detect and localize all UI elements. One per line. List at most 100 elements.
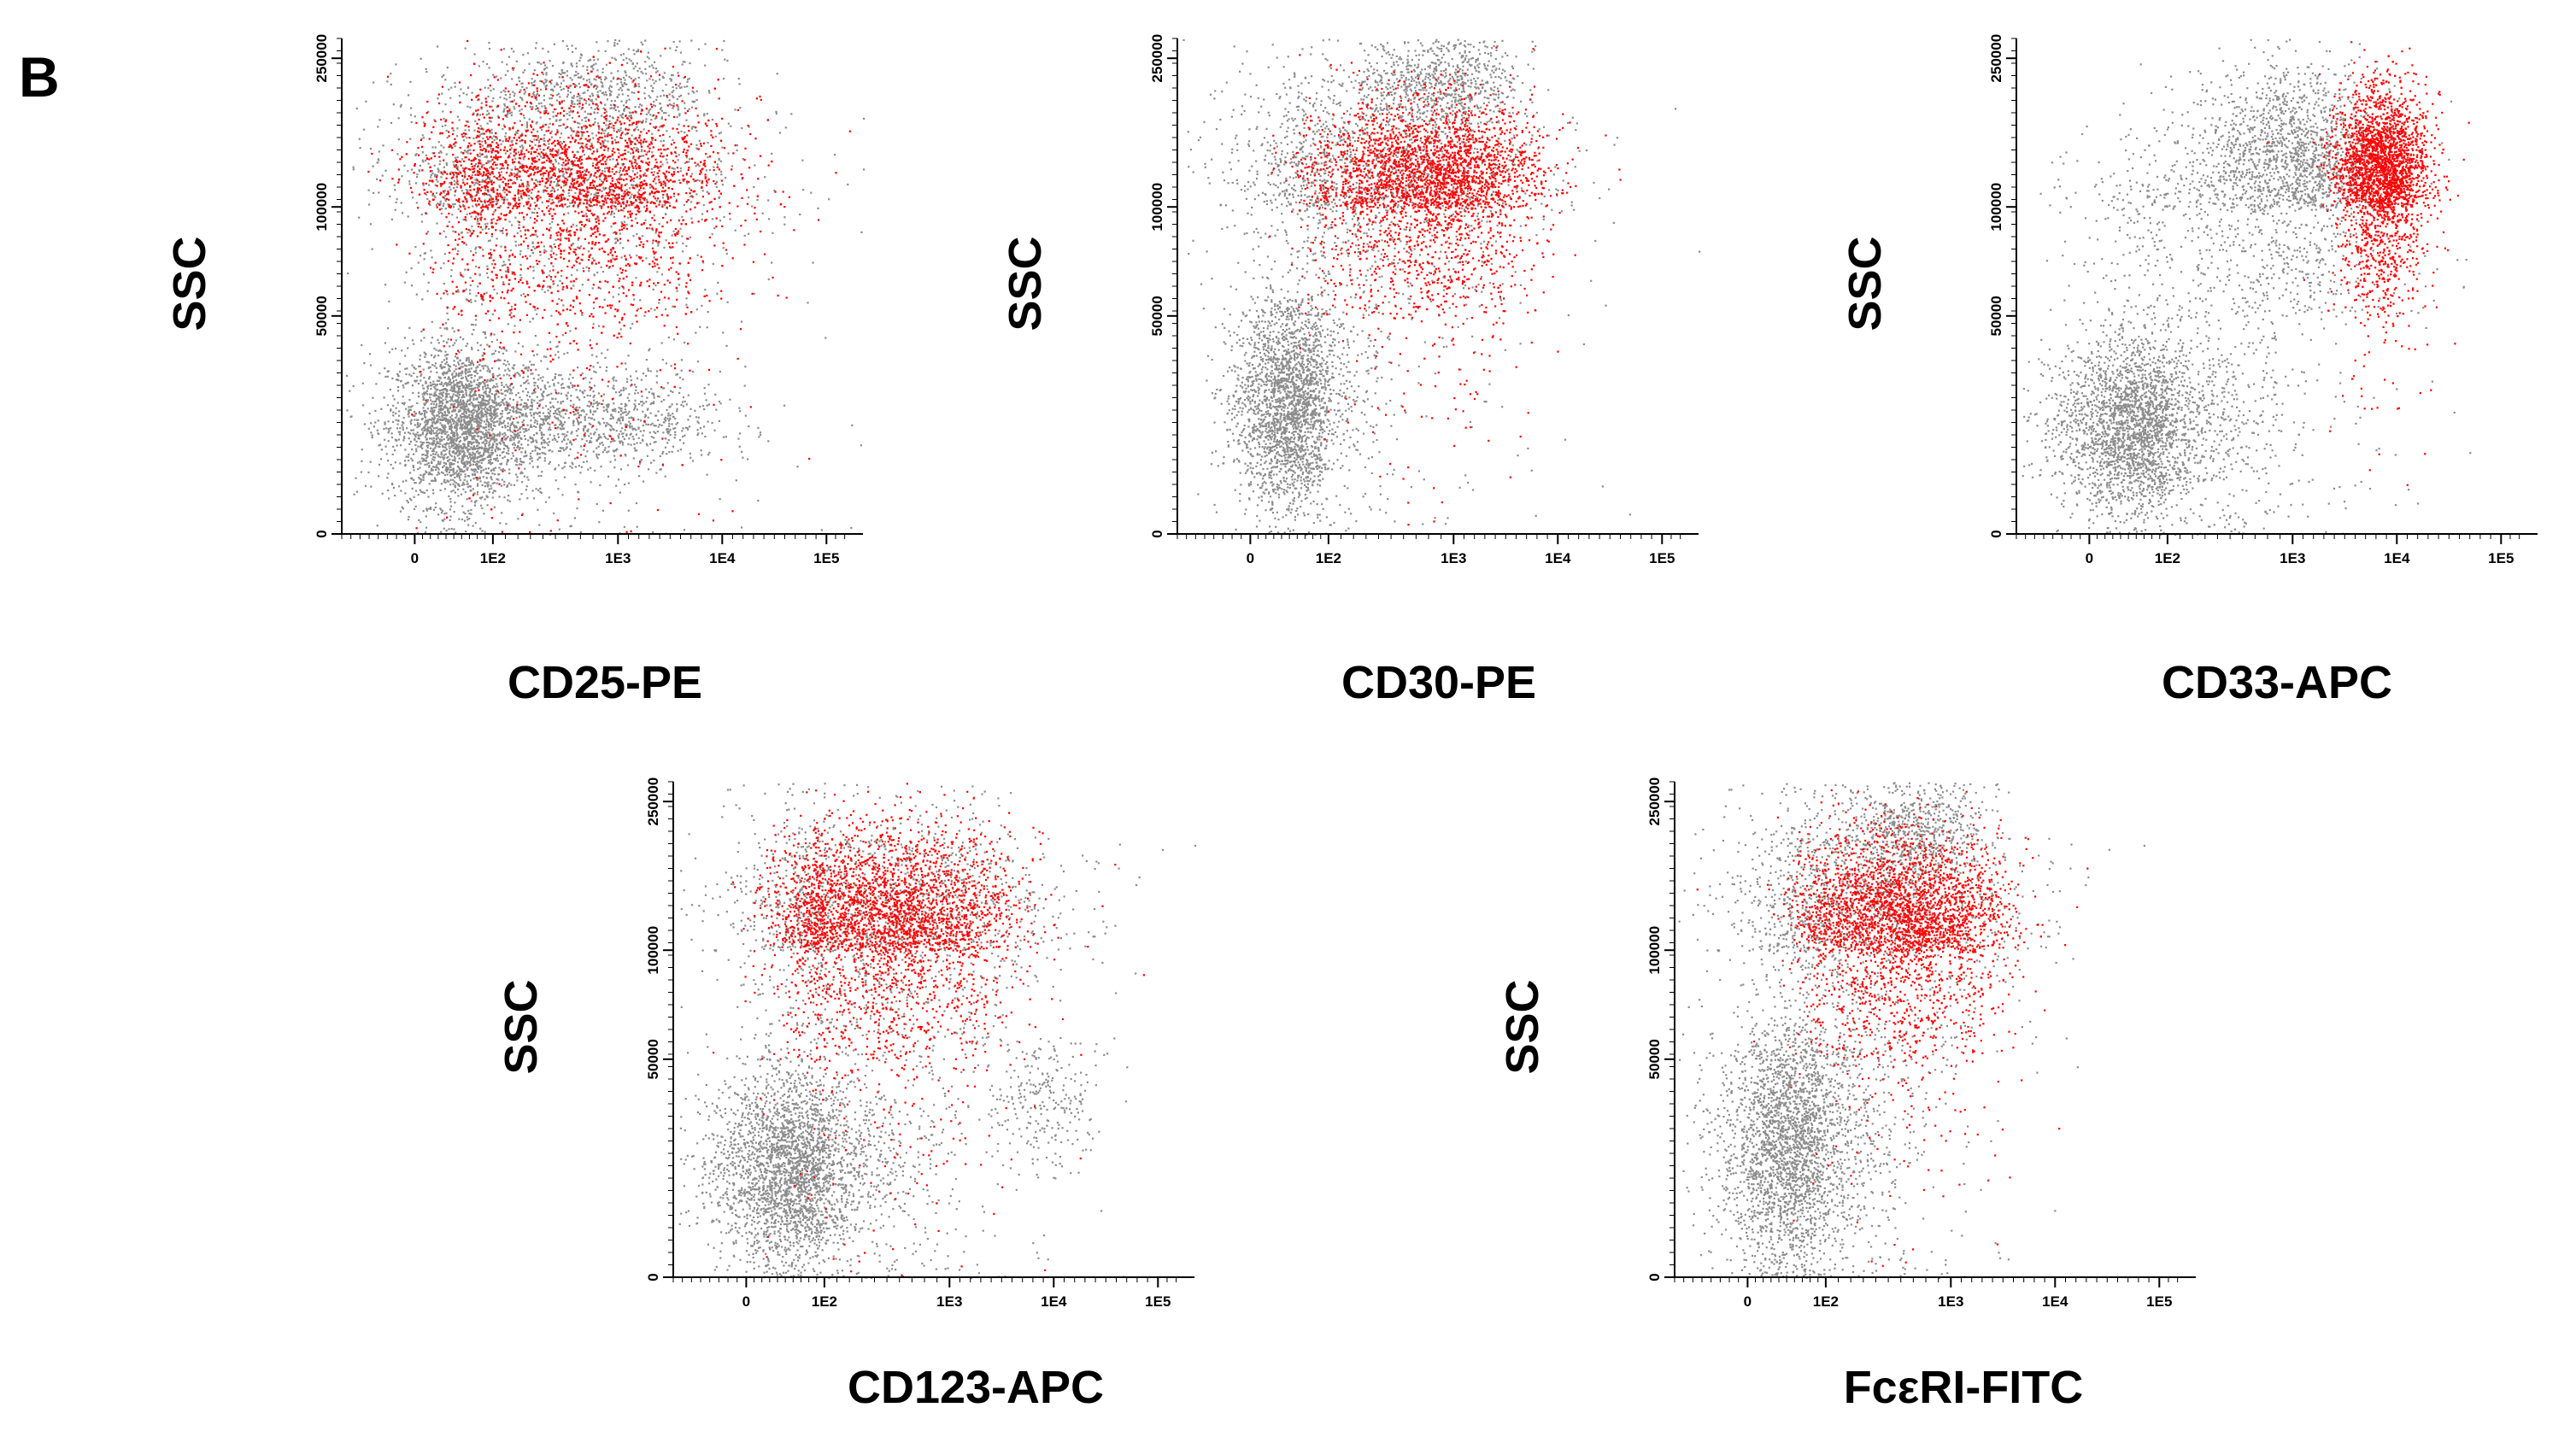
data-point — [652, 531, 654, 534]
data-point — [695, 98, 698, 102]
data-point — [584, 443, 586, 446]
data-point — [431, 320, 433, 323]
data-point — [508, 419, 511, 421]
data-point — [416, 431, 419, 434]
data-point — [525, 413, 527, 415]
data-point — [413, 478, 415, 481]
data-point — [476, 456, 478, 459]
data-point — [481, 507, 484, 509]
data-point — [571, 102, 573, 104]
data-point — [577, 76, 579, 79]
data-point — [466, 430, 469, 432]
data-point — [427, 384, 430, 387]
data-point — [618, 411, 620, 413]
data-point — [480, 376, 483, 378]
data-point — [466, 405, 468, 408]
data-point — [514, 157, 517, 160]
data-point — [440, 429, 443, 431]
data-point — [596, 453, 598, 455]
data-point — [390, 483, 394, 485]
data-point — [504, 132, 508, 135]
data-point — [444, 350, 447, 353]
data-point — [481, 408, 484, 410]
data-point — [476, 422, 478, 425]
data-point — [476, 417, 478, 419]
data-point — [477, 419, 479, 423]
data-point — [488, 160, 490, 162]
data-point — [448, 377, 450, 379]
data-point — [450, 468, 453, 472]
data-point — [476, 478, 479, 481]
data-point — [566, 351, 569, 355]
data-point — [424, 425, 426, 427]
data-point — [500, 468, 502, 471]
data-point — [471, 454, 473, 456]
data-point — [484, 333, 486, 336]
data-point — [592, 67, 595, 70]
data-point — [640, 71, 643, 73]
data-point — [349, 390, 351, 392]
data-point — [580, 466, 583, 468]
data-point — [466, 483, 468, 485]
data-point — [490, 423, 492, 425]
data-point — [636, 126, 638, 128]
data-point — [462, 386, 465, 389]
data-point — [445, 389, 449, 391]
data-point — [402, 403, 405, 406]
data-point — [496, 457, 498, 460]
data-point — [507, 412, 509, 414]
data-point — [665, 362, 668, 365]
data-point — [409, 406, 413, 408]
data-point — [436, 473, 438, 476]
data-point — [521, 481, 524, 484]
data-point — [783, 216, 786, 219]
data-point — [526, 407, 529, 409]
data-point — [642, 424, 644, 427]
data-point — [688, 108, 690, 110]
data-point — [625, 424, 629, 426]
data-point — [519, 416, 521, 419]
data-point — [658, 302, 660, 304]
data-point — [681, 235, 684, 238]
data-point — [562, 427, 566, 430]
data-point — [666, 442, 669, 444]
data-point — [635, 370, 637, 372]
data-point — [456, 384, 459, 387]
data-point — [501, 451, 504, 454]
data-point — [438, 472, 441, 475]
data-point — [527, 428, 530, 431]
data-point — [457, 389, 460, 391]
data-point — [540, 399, 543, 402]
data-point — [684, 426, 687, 429]
data-point — [574, 192, 577, 195]
data-point — [509, 390, 513, 392]
data-point — [707, 311, 709, 314]
data-point — [408, 410, 410, 413]
data-point — [477, 405, 479, 408]
data-point — [486, 172, 489, 174]
data-point — [589, 81, 591, 84]
data-point — [451, 419, 455, 422]
data-point — [469, 289, 472, 291]
data-point — [526, 379, 529, 382]
data-point — [585, 79, 589, 82]
data-point — [416, 423, 420, 425]
data-point — [653, 431, 655, 433]
data-point — [482, 402, 485, 404]
data-point — [426, 401, 429, 403]
data-point — [418, 411, 421, 413]
data-point — [553, 383, 555, 385]
data-point — [513, 367, 515, 370]
data-point — [442, 418, 444, 421]
data-point — [578, 86, 582, 89]
data-point — [507, 185, 509, 188]
data-point — [481, 355, 484, 357]
data-point — [508, 369, 511, 372]
data-point — [489, 177, 491, 179]
data-point — [494, 450, 496, 453]
data-point — [537, 456, 541, 459]
data-point — [446, 443, 449, 445]
data-point — [624, 453, 626, 456]
data-point — [444, 404, 447, 407]
data-point — [607, 349, 609, 351]
